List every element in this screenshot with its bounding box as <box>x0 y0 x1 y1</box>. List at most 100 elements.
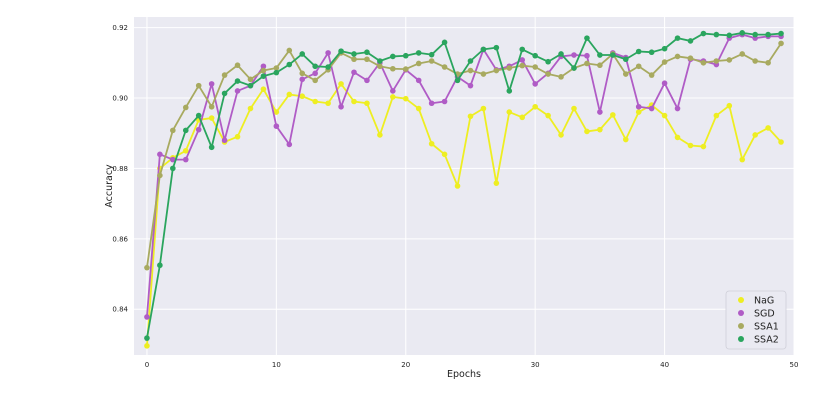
data-point-ssa1 <box>480 71 487 77</box>
data-point-ssa1 <box>182 104 189 111</box>
data-point-ssa1 <box>208 103 215 110</box>
data-point-ssa2 <box>273 69 280 76</box>
data-point-ssa1 <box>299 70 306 77</box>
data-point-sgd <box>260 63 267 70</box>
data-point-ssa1 <box>597 62 603 69</box>
legend-label-ssa1: SSA1 <box>754 321 779 332</box>
data-point-sgd <box>364 77 370 84</box>
y-tick-label: 0.84 <box>112 306 128 314</box>
data-point-ssa1 <box>195 82 202 89</box>
data-point-ssa1 <box>428 58 435 64</box>
data-point-nag <box>144 343 150 349</box>
data-point-nag <box>247 105 254 112</box>
data-point-nag <box>610 112 616 118</box>
data-point-ssa2 <box>519 46 526 53</box>
legend-marker-nag <box>738 297 744 303</box>
data-point-ssa2 <box>635 48 642 55</box>
data-point-ssa1 <box>221 72 228 78</box>
data-point-sgd <box>338 103 344 110</box>
data-point-ssa2 <box>428 51 435 58</box>
x-tick-label: 0 <box>145 361 149 369</box>
data-point-nag <box>687 142 694 149</box>
data-point-ssa2 <box>687 38 694 44</box>
data-point-nag <box>286 91 293 98</box>
data-point-ssa2 <box>402 52 409 59</box>
data-point-nag <box>635 109 642 115</box>
data-point-ssa2 <box>415 50 422 56</box>
data-point-sgd <box>170 156 176 163</box>
data-point-ssa2 <box>584 35 590 41</box>
y-tick-label: 0.88 <box>112 165 128 173</box>
data-point-ssa2 <box>752 31 758 38</box>
data-point-sgd <box>467 82 474 89</box>
data-point-sgd <box>273 123 280 129</box>
series-ssa2 <box>144 30 784 341</box>
data-point-ssa1 <box>765 59 771 66</box>
grid-lines <box>134 17 795 355</box>
data-point-nag <box>415 105 422 112</box>
data-point-nag <box>390 94 396 100</box>
x-tick-label: 20 <box>401 361 410 369</box>
data-point-ssa1 <box>726 57 733 63</box>
legend-label-sgd: SGD <box>754 308 775 319</box>
data-point-sgd <box>195 126 202 133</box>
data-point-ssa2 <box>377 58 383 64</box>
data-point-sgd <box>532 81 538 87</box>
data-point-ssa2 <box>480 46 487 53</box>
data-point-ssa1 <box>739 51 746 57</box>
data-point-sgd <box>674 105 681 112</box>
data-point-ssa2 <box>558 51 564 57</box>
data-point-ssa2 <box>571 65 577 71</box>
data-point-ssa2 <box>364 49 370 56</box>
data-point-nag <box>713 112 720 119</box>
data-point-ssa1 <box>506 65 513 71</box>
data-point-ssa2 <box>648 49 655 56</box>
data-point-sgd <box>635 103 642 110</box>
data-point-nag <box>351 98 357 105</box>
data-point-ssa1 <box>467 67 474 74</box>
data-point-nag <box>571 105 577 112</box>
data-point-nag <box>441 151 448 158</box>
data-point-ssa1 <box>260 67 267 74</box>
data-point-nag <box>260 86 267 92</box>
legend-marker-ssa2 <box>738 336 744 342</box>
data-point-ssa2 <box>700 30 707 37</box>
data-point-sgd <box>299 76 306 83</box>
data-point-nag <box>584 128 590 135</box>
y-tick-label: 0.90 <box>112 94 128 102</box>
data-point-nag <box>765 125 771 131</box>
data-point-ssa1 <box>519 62 526 69</box>
data-point-sgd <box>390 88 396 94</box>
data-point-nag <box>428 140 435 147</box>
data-point-nag <box>402 95 409 102</box>
data-point-nag <box>208 115 215 121</box>
data-point-sgd <box>351 69 357 76</box>
data-point-ssa2 <box>661 45 668 52</box>
data-point-nag <box>532 103 538 110</box>
data-point-ssa1 <box>377 63 383 70</box>
data-point-ssa2 <box>597 52 603 58</box>
data-point-ssa2 <box>351 51 357 57</box>
legend: NaG SGD SSA1 SSA2 <box>725 290 787 350</box>
data-point-sgd <box>648 105 655 112</box>
data-point-nag <box>467 113 474 120</box>
data-point-sgd <box>428 100 435 107</box>
data-point-ssa2 <box>713 31 720 38</box>
series-line-sgd <box>146 33 782 318</box>
y-tick-label: 0.92 <box>112 24 128 32</box>
data-point-sgd <box>415 77 422 84</box>
data-point-ssa2 <box>144 335 150 341</box>
x-tick-label: 50 <box>790 361 799 369</box>
data-point-ssa1 <box>558 74 564 80</box>
data-point-nag <box>558 132 564 138</box>
data-point-ssa2 <box>778 30 784 37</box>
data-point-sgd <box>312 70 318 77</box>
data-point-nag <box>312 98 318 105</box>
data-point-nag <box>622 136 629 143</box>
y-tick-labels: 0.84 0.86 0.88 0.90 0.92 <box>112 24 128 314</box>
data-point-nag <box>597 126 603 133</box>
data-point-ssa1 <box>273 65 280 71</box>
data-point-ssa2 <box>739 30 746 36</box>
data-point-ssa2 <box>208 144 215 151</box>
